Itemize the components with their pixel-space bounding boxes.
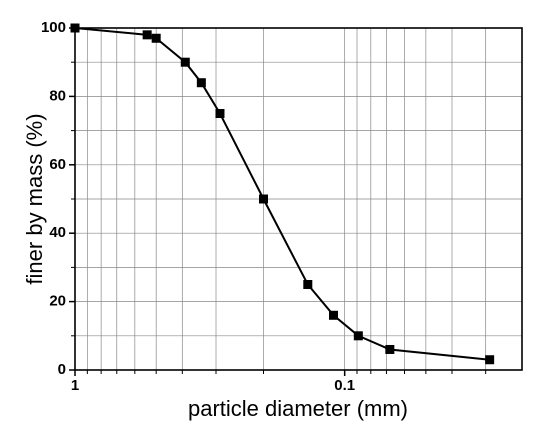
y-tick-label: 80	[49, 87, 66, 104]
y-tick-label: 40	[49, 224, 66, 241]
plot-frame	[74, 27, 523, 371]
x-tick-label: 0.1	[334, 377, 355, 394]
x-axis-title: particle diameter (mm)	[188, 396, 408, 421]
data-point	[385, 344, 395, 354]
data-point	[151, 33, 161, 43]
data-point	[485, 355, 495, 365]
data-point	[142, 30, 152, 40]
data-point	[196, 78, 206, 88]
y-tick-label: 20	[49, 293, 66, 310]
x-tick-label: 1	[71, 377, 79, 394]
y-tick-label: 0	[58, 361, 66, 378]
data-point	[353, 331, 363, 341]
data-point	[258, 194, 268, 204]
data-point	[329, 310, 339, 320]
data-point	[215, 109, 225, 118]
y-axis-title: finer by mass (%)	[22, 113, 47, 284]
y-tick-label: 100	[41, 19, 66, 36]
data-point	[303, 280, 313, 289]
y-tick-label: 60	[49, 156, 66, 173]
data-point	[180, 57, 190, 67]
data-line	[74, 27, 490, 361]
data-point	[70, 23, 80, 33]
